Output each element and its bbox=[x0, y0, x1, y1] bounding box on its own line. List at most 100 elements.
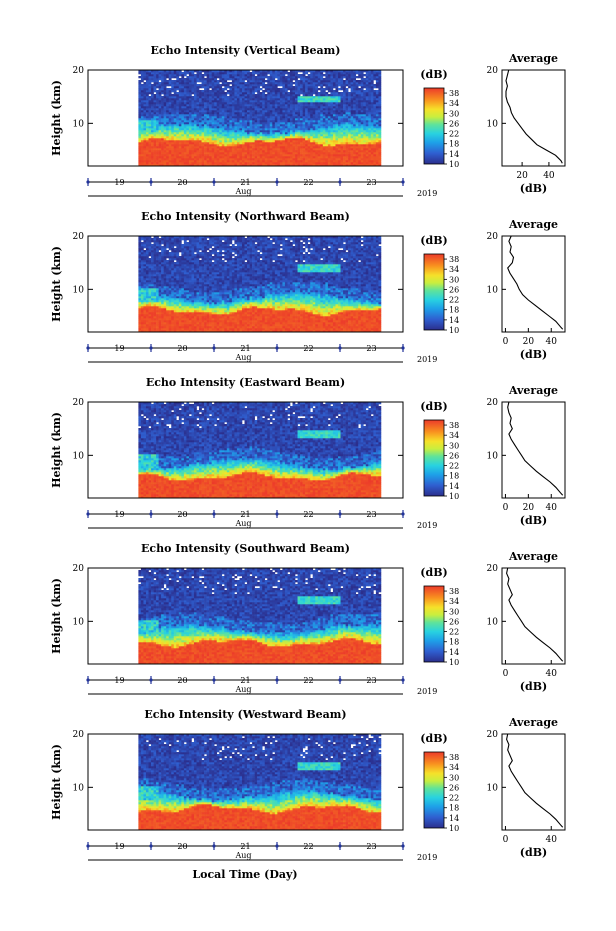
average-x-label: (dB) bbox=[520, 846, 547, 859]
panel-5: Echo Intensity (Westward Beam) 10 20 Height… bbox=[50, 708, 565, 862]
colorbar bbox=[424, 752, 444, 828]
y-tick-label: 10 bbox=[73, 285, 85, 295]
x-tick-label: 21 bbox=[240, 842, 250, 851]
average-profile-line bbox=[508, 402, 563, 495]
y-tick-label: 10 bbox=[73, 617, 85, 627]
average-y-tick-label: 20 bbox=[487, 730, 499, 740]
average-title: Average bbox=[508, 218, 558, 231]
average-frame bbox=[502, 568, 565, 664]
x-tick-marker bbox=[401, 512, 404, 515]
colorbar-tick-label: 30 bbox=[449, 607, 459, 616]
average-x-tick-label: 0 bbox=[503, 835, 509, 845]
colorbar-tick-label: 34 bbox=[449, 431, 459, 440]
y-tick-label: 20 bbox=[73, 398, 85, 408]
colorbar-tick-label: 26 bbox=[449, 119, 459, 128]
x-tick-marker bbox=[86, 180, 89, 183]
colorbar-tick-label: 14 bbox=[449, 814, 459, 823]
x-tick-marker bbox=[338, 180, 341, 183]
colorbar-tick-label: 38 bbox=[449, 753, 459, 762]
x-tick-label: 22 bbox=[303, 510, 313, 519]
y-tick-label: 20 bbox=[73, 730, 85, 740]
colorbar-tick-label: 26 bbox=[449, 285, 459, 294]
average-x-tick-label: 40 bbox=[546, 503, 558, 513]
colorbar-tick-label: 26 bbox=[449, 451, 459, 460]
x-tick-label: 19 bbox=[114, 510, 124, 519]
y-axis-label: Height (km) bbox=[50, 578, 63, 654]
x-tick-marker bbox=[338, 678, 341, 681]
y-axis-label: Height (km) bbox=[50, 744, 63, 820]
average-y-tick-label: 10 bbox=[487, 119, 499, 129]
month-label: Aug bbox=[234, 353, 251, 362]
x-tick-marker bbox=[149, 180, 152, 183]
panel-title: Echo Intensity (Vertical Beam) bbox=[150, 44, 340, 57]
average-profile-line bbox=[506, 70, 562, 163]
colorbar-tick-label: 14 bbox=[449, 648, 459, 657]
average-frame bbox=[502, 70, 565, 166]
x-tick-marker bbox=[275, 346, 278, 349]
average-x-label: (dB) bbox=[520, 182, 547, 195]
colorbar bbox=[424, 586, 444, 662]
average-x-tick-label: 0 bbox=[503, 503, 509, 513]
average-frame bbox=[502, 734, 565, 830]
x-tick-label: 20 bbox=[177, 510, 187, 519]
x-tick-label: 19 bbox=[114, 178, 124, 187]
x-tick-marker bbox=[401, 180, 404, 183]
x-tick-marker bbox=[401, 346, 404, 349]
average-x-tick-label: 20 bbox=[516, 171, 528, 181]
panel-3: Echo Intensity (Eastward Beam)1020Height… bbox=[50, 376, 565, 530]
x-tick-label: 20 bbox=[177, 842, 187, 851]
colorbar-tick-label: 22 bbox=[449, 794, 459, 803]
y-tick-label: 20 bbox=[73, 66, 85, 76]
colorbar bbox=[424, 254, 444, 330]
colorbar-tick-label: 34 bbox=[449, 597, 459, 606]
average-x-tick-label: 0 bbox=[503, 337, 509, 347]
average-title: Average bbox=[508, 550, 558, 563]
x-tick-marker bbox=[212, 346, 215, 349]
x-tick-marker bbox=[86, 844, 89, 847]
average-x-tick-label: 40 bbox=[546, 337, 558, 347]
colorbar-tick-label: 18 bbox=[449, 638, 459, 647]
average-y-tick-label: 10 bbox=[487, 451, 499, 461]
average-y-tick-label: 10 bbox=[487, 285, 499, 295]
average-x-tick-label: 40 bbox=[543, 171, 555, 181]
colorbar bbox=[424, 88, 444, 164]
x-tick-marker bbox=[212, 844, 215, 847]
x-tick-marker bbox=[212, 678, 215, 681]
y-tick-label: 20 bbox=[73, 564, 85, 574]
x-tick-label: 23 bbox=[366, 344, 376, 353]
x-tick-label: 19 bbox=[114, 676, 124, 685]
average-y-tick-label: 20 bbox=[487, 398, 499, 408]
x-tick-label: 19 bbox=[114, 842, 124, 851]
x-tick-marker bbox=[401, 844, 404, 847]
x-tick-label: 20 bbox=[177, 676, 187, 685]
panel-title: Echo Intensity (Northward Beam) bbox=[141, 210, 350, 223]
colorbar-unit: (dB) bbox=[420, 400, 447, 413]
x-tick-marker bbox=[401, 678, 404, 681]
y-tick-label: 20 bbox=[73, 232, 85, 242]
colorbar-tick-label: 30 bbox=[449, 275, 459, 284]
x-tick-marker bbox=[275, 512, 278, 515]
x-tick-marker bbox=[338, 844, 341, 847]
y-tick-label: 10 bbox=[73, 783, 85, 793]
colorbar-tick-label: 14 bbox=[449, 316, 459, 325]
average-title: Average bbox=[508, 52, 558, 65]
panel-title: Echo Intensity (Eastward Beam) bbox=[146, 376, 345, 389]
colorbar-tick-label: 38 bbox=[449, 421, 459, 430]
x-tick-marker bbox=[86, 346, 89, 349]
x-tick-label: 21 bbox=[240, 178, 250, 187]
colorbar-tick-label: 22 bbox=[449, 628, 459, 637]
colorbar-tick-label: 30 bbox=[449, 109, 459, 118]
panel-title: Echo Intensity (Southward Beam) bbox=[141, 542, 350, 555]
x-tick-marker bbox=[275, 678, 278, 681]
colorbar-tick-label: 18 bbox=[449, 804, 459, 813]
heatmap-image bbox=[138, 402, 381, 498]
x-tick-label: 23 bbox=[366, 842, 376, 851]
panel-title: Echo Intensity (Westward Beam) bbox=[144, 708, 346, 721]
average-x-tick-label: 20 bbox=[523, 503, 535, 513]
colorbar-tick-label: 38 bbox=[449, 587, 459, 596]
heatmap-image bbox=[138, 568, 381, 664]
average-profile-line bbox=[507, 734, 563, 827]
colorbar-unit: (dB) bbox=[420, 68, 447, 81]
colorbar-tick-label: 22 bbox=[449, 296, 459, 305]
colorbar-tick-label: 30 bbox=[449, 773, 459, 782]
